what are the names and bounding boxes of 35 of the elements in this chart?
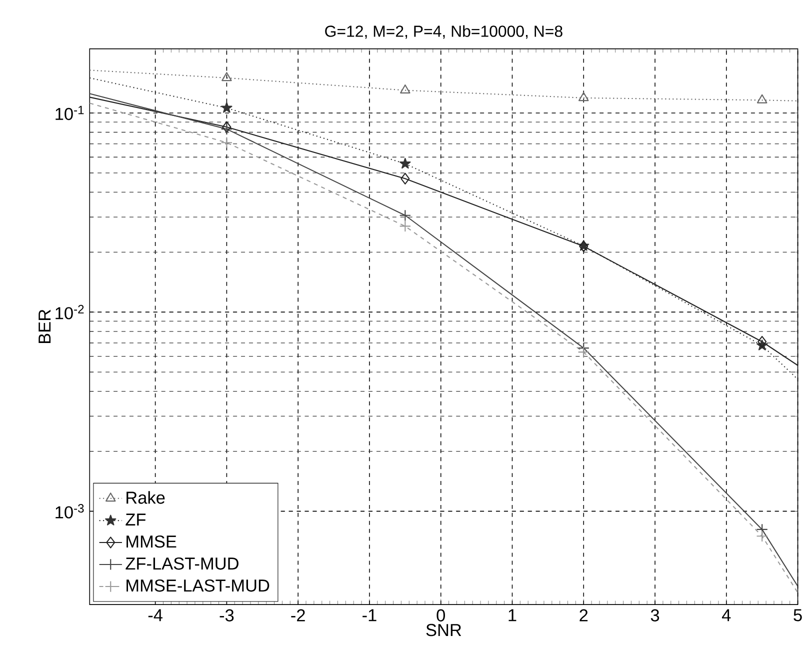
- legend-label: Rake: [126, 490, 165, 504]
- line-series: [90, 70, 798, 104]
- legend-label: ZF-LAST-MUD: [126, 557, 238, 570]
- point: [756, 530, 768, 542]
- x-tick-label: 4: [722, 609, 731, 621]
- y-tick-label: 10$^{-1}$: [56, 106, 84, 120]
- point: [400, 84, 410, 94]
- point: [578, 346, 590, 358]
- y-axis-title: BER: [38, 310, 51, 343]
- legend-label: MMSE: [126, 535, 176, 548]
- x-tick-label: 5: [794, 609, 802, 622]
- x-axis-title: SNR: [426, 624, 462, 636]
- point: [399, 209, 411, 222]
- point: [399, 220, 411, 232]
- x-tick-label: -4: [148, 609, 162, 621]
- x-tick-label: 2: [580, 609, 588, 622]
- point: [578, 92, 589, 101]
- point: [756, 94, 768, 104]
- point: [221, 102, 232, 113]
- x-tick-label: 3: [650, 609, 660, 622]
- x-tick-label: -1: [362, 609, 376, 621]
- point: [220, 136, 233, 148]
- chart-title: G=12, M=2, P=4, Nb=10000, N=8: [325, 25, 562, 39]
- legend-label: ZF: [126, 513, 146, 526]
- x-tick-label: 0: [436, 609, 445, 622]
- point: [400, 158, 411, 168]
- x-tick-label: 1: [508, 609, 516, 621]
- point: [222, 72, 232, 81]
- y-tick-label: 10$^{-2}$: [56, 304, 84, 320]
- x-tick-label: -2: [291, 609, 305, 622]
- point: [758, 336, 767, 348]
- point: [400, 172, 410, 184]
- legend-label: MMSE-LAST-MUD: [126, 579, 270, 592]
- x-tick-label: -3: [220, 609, 234, 622]
- y-tick-label: 10$^{-3}$: [56, 504, 84, 518]
